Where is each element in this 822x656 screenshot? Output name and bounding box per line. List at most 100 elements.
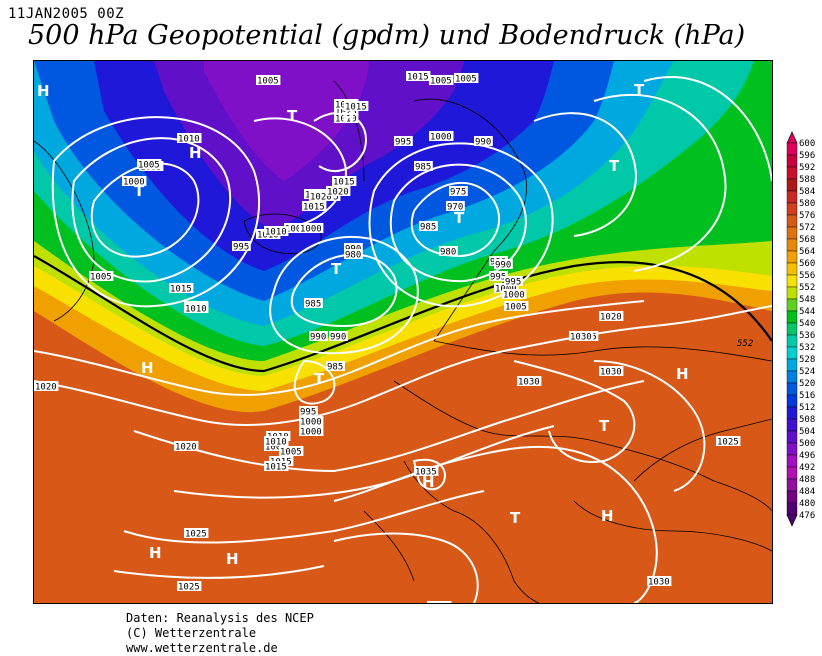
website-text: www.wetterzentrale.de bbox=[126, 641, 278, 655]
low-marker: T bbox=[634, 81, 645, 99]
high-marker: H bbox=[342, 109, 355, 127]
pressure-centers: H H H H H H H H H T T T T T T T T T bbox=[37, 81, 689, 568]
pressure-label: 1020 bbox=[600, 313, 622, 323]
pressure-label-bg bbox=[599, 311, 624, 321]
colorbar-level-label: 564 bbox=[799, 247, 815, 257]
pressure-label-bg bbox=[449, 186, 468, 196]
pressure-label-bg bbox=[279, 446, 304, 456]
isobars bbox=[34, 76, 772, 603]
high-marker: H bbox=[422, 473, 435, 491]
pressure-label: 1000 bbox=[300, 225, 322, 235]
colorbar-level-label: 600 bbox=[799, 139, 815, 149]
colorbar-level-label: 512 bbox=[799, 403, 815, 413]
pressure-label-bg bbox=[232, 241, 251, 251]
pressure-label: 1005 bbox=[285, 225, 307, 235]
pressure-label-bg bbox=[344, 243, 363, 253]
pressure-label: 1005 bbox=[90, 273, 112, 283]
pressure-label: 1020 bbox=[327, 188, 349, 198]
colorbar-swatch bbox=[786, 382, 798, 396]
colorbar-level-label: 560 bbox=[799, 259, 815, 269]
pressure-label-bg bbox=[474, 136, 493, 146]
pressure-label: 1030 bbox=[518, 378, 540, 388]
data-source-text: Daten: Reanalysis des NCEP bbox=[126, 611, 314, 625]
map-date: 11JAN2005 00Z bbox=[8, 6, 125, 22]
pressure-label: 1030 bbox=[428, 603, 450, 604]
low-marker: T bbox=[314, 370, 325, 388]
pressure-label: 1025 bbox=[185, 530, 207, 540]
colorbar-swatch bbox=[786, 178, 798, 192]
colorbar-level-label: 580 bbox=[799, 199, 815, 209]
colorbar-level-label: 540 bbox=[799, 319, 815, 329]
pressure-label: 1015 bbox=[303, 203, 325, 213]
colorbar-level-label: 532 bbox=[799, 343, 815, 353]
pressure-label-bg bbox=[329, 331, 348, 341]
high-marker: H bbox=[601, 507, 614, 525]
pressure-label-bg bbox=[299, 426, 324, 436]
pressure-label-bg bbox=[569, 331, 594, 341]
pressure-label: 1015 bbox=[333, 178, 355, 188]
pressure-label-bg bbox=[264, 226, 289, 236]
pressure-label: 1025 bbox=[335, 108, 357, 118]
pressure-label-bg bbox=[332, 176, 357, 186]
high-marker: H bbox=[189, 144, 202, 162]
colorbar-swatch bbox=[786, 442, 798, 456]
pressure-label: 1015 bbox=[265, 463, 287, 473]
pressure-label: 1000 bbox=[300, 428, 322, 438]
colorbar-swatch bbox=[786, 334, 798, 348]
pressure-label: 995 bbox=[300, 408, 316, 418]
pressure-label-bg bbox=[174, 441, 199, 451]
pressure-label: 1000 bbox=[430, 133, 452, 143]
pressure-label: 1015 bbox=[407, 73, 429, 83]
pressure-label-bg bbox=[334, 113, 359, 123]
pressure-label-bg bbox=[304, 298, 323, 308]
pressure-label: 1030 bbox=[648, 578, 670, 588]
colorbar-level-label: 548 bbox=[799, 295, 815, 305]
colorbar-level-label: 500 bbox=[799, 439, 815, 449]
pressure-label-bg bbox=[502, 289, 527, 299]
colorbar-swatch bbox=[786, 502, 798, 516]
pressure-label-bg bbox=[302, 201, 327, 211]
pressure-label: 995 bbox=[233, 243, 249, 253]
low-marker: T bbox=[134, 182, 145, 200]
high-marker: H bbox=[141, 359, 154, 377]
pressure-label-bg bbox=[716, 436, 741, 446]
pressure-label: 1000 bbox=[123, 178, 145, 188]
high-marker: H bbox=[226, 550, 239, 568]
colorbar-legend: 600 596 592 588 584 580 576 572 568 564 560 556 552 5… bbox=[785, 131, 822, 531]
colorbar-swatch bbox=[786, 214, 798, 228]
copyright-text: (C) Wetterzentrale bbox=[126, 626, 257, 640]
colorbar-level-label: 516 bbox=[799, 391, 815, 401]
pressure-label-bg bbox=[137, 159, 162, 169]
pressure-label-bg bbox=[184, 303, 209, 313]
colorbar-swatch bbox=[786, 142, 798, 156]
low-marker: T bbox=[287, 107, 298, 125]
colorbar-swatch bbox=[786, 430, 798, 444]
pressure-label: 990 bbox=[330, 333, 346, 343]
colorbar-swatch bbox=[786, 346, 798, 360]
pressure-label: 1015 bbox=[345, 103, 367, 113]
low-marker: T bbox=[331, 260, 342, 278]
colorbar-swatch bbox=[786, 238, 798, 252]
colorbar-swatch bbox=[786, 478, 798, 492]
pressure-label: 1035 bbox=[415, 468, 437, 478]
colorbar-level-label: 504 bbox=[799, 427, 815, 437]
pressure-label: 1005 bbox=[455, 75, 477, 85]
colorbar-level-label: 520 bbox=[799, 379, 815, 389]
colorbar-level-label: 556 bbox=[799, 271, 815, 281]
pressure-label-bg bbox=[326, 361, 345, 371]
pressure-label-bg bbox=[184, 528, 209, 538]
colorbar-level-label: 588 bbox=[799, 175, 815, 185]
pressure-label-bg bbox=[454, 73, 479, 83]
pressure-label-bg bbox=[326, 186, 351, 196]
pressure-label: 1010 bbox=[185, 305, 207, 315]
pressure-label-bg bbox=[427, 601, 452, 603]
low-marker: T bbox=[599, 417, 610, 435]
pressure-label-bg bbox=[177, 581, 202, 591]
colorbar-level-label: 584 bbox=[799, 187, 815, 197]
contour-552-label: 552 bbox=[737, 339, 753, 349]
pressure-label-bg bbox=[439, 246, 458, 256]
colorbar-level-label: 492 bbox=[799, 463, 815, 473]
colorbar-swatch bbox=[786, 274, 798, 288]
pressure-label: 1010 bbox=[265, 228, 287, 238]
weather-map[interactable]: 1005101510101005101010001005100010101005… bbox=[33, 60, 773, 604]
